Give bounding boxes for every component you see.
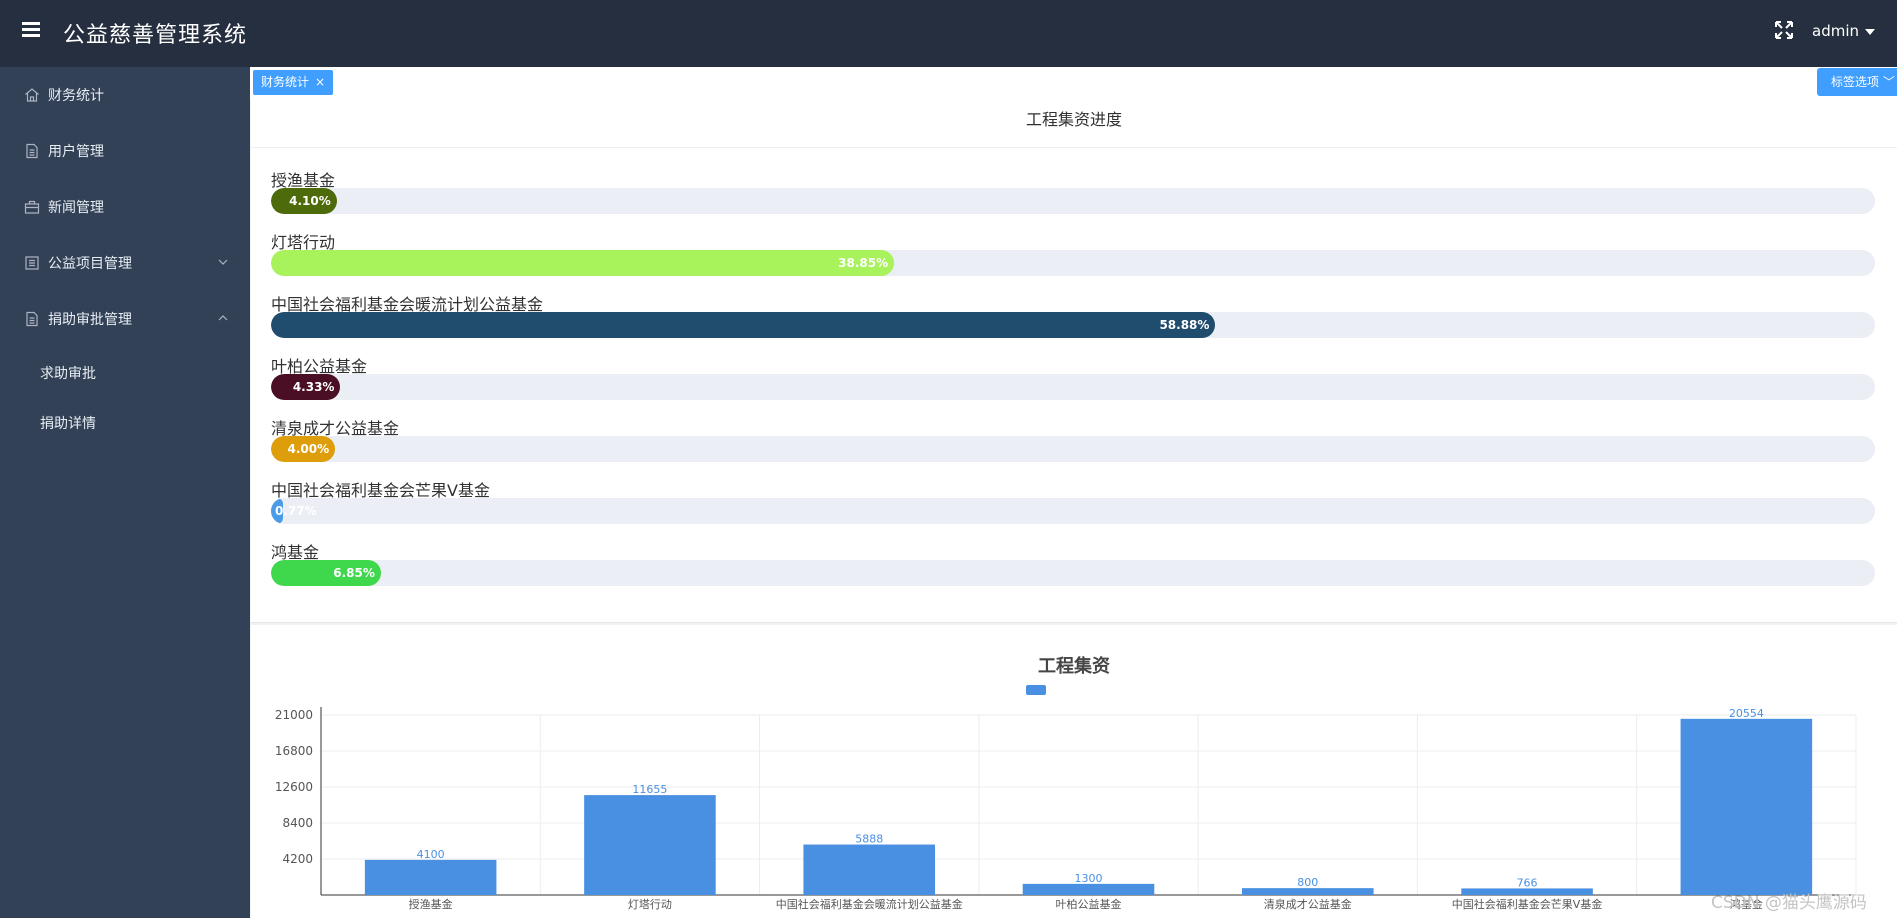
progress-fill: 4.00% [271, 436, 336, 462]
chevron-down-icon: ﹀ [1882, 75, 1895, 89]
progress-percent: 58.88% [1159, 318, 1210, 332]
tab-bar: 财务统计 × 标签选项 ﹀ [250, 67, 1897, 98]
bar-value-label: 1300 [1075, 872, 1103, 885]
bar-chart: 4200 8400 12600 16800 21000 4100 授渔基金 11655 灯塔行动… [275, 707, 1857, 911]
sidebar-item-label: 捐助审批管理 [48, 312, 132, 328]
bar[interactable] [1680, 718, 1813, 895]
progress-track: 6.85% [271, 560, 1875, 586]
progress-percent: 4.00% [287, 442, 330, 456]
tab-label: 财务统计 [261, 75, 310, 89]
sidebar-item-label: 新闻管理 [48, 200, 104, 216]
sidebar-item-label: 公益项目管理 [48, 256, 132, 272]
progress-percent: 4.33% [292, 380, 335, 394]
sidebar-item-finance-stats[interactable]: 财务统计 [0, 67, 250, 123]
progress-fill: 6.85% [271, 560, 381, 586]
fullscreen-icon[interactable] [1775, 21, 1793, 39]
y-tick-label: 21000 [275, 708, 313, 722]
progress-fill: 4.10% [271, 188, 337, 214]
chart-title: 工程集资 [1038, 656, 1110, 677]
progress-percent: 0.77% [275, 504, 317, 518]
progress-name: 鸿基金 [271, 543, 320, 562]
x-tick-label: 鸿基金 [1730, 897, 1763, 911]
bar-value-label: 4100 [417, 848, 445, 861]
list-icon [25, 256, 39, 270]
progress-track: 4.33% [271, 374, 1875, 400]
document-icon [26, 311, 38, 327]
progress-fill: 38.85% [271, 250, 895, 276]
sidebar-item-user-management[interactable]: 用户管理 [0, 123, 250, 179]
x-tick-label: 清泉成才公益基金 [1264, 897, 1352, 911]
x-tick-label: 中国社会福利基金会芒果V基金 [1452, 897, 1603, 911]
x-tick-label: 中国社会福利基金会暖流计划公益基金 [776, 897, 963, 911]
bar[interactable] [1242, 888, 1374, 895]
caret-down-icon [1865, 28, 1875, 35]
tab-options-label: 标签选项 [1831, 75, 1880, 89]
progress-name: 授渔基金 [271, 171, 336, 190]
x-tick-label: 灯塔行动 [628, 898, 672, 911]
watermark: CSDN @猫头鹰源码 [1711, 893, 1867, 913]
progress-name: 中国社会福利基金会芒果V基金 [271, 481, 490, 500]
progress-track: 0.77% [271, 498, 1875, 524]
sidebar-item-project-management[interactable]: 公益项目管理 [0, 235, 250, 291]
progress-fill: 0.77% [271, 498, 317, 524]
progress-name: 中国社会福利基金会暖流计划公益基金 [271, 295, 544, 314]
app-title: 公益慈善管理系统 [63, 23, 248, 48]
home-icon [25, 88, 39, 102]
sidebar-subitem-help-approval[interactable]: 求助审批 [0, 347, 250, 397]
progress-track: 38.85% [271, 250, 1875, 276]
top-header: 公益慈善管理系统 admin [0, 0, 1897, 67]
bar-value-label: 11655 [632, 783, 667, 796]
x-tick-label: 叶柏公益基金 [1056, 897, 1122, 911]
y-tick-label: 16800 [275, 744, 313, 758]
x-tick-label: 授渔基金 [409, 897, 453, 911]
progress-name: 灯塔行动 [271, 233, 336, 252]
bar-value-label: 800 [1297, 876, 1318, 889]
bar[interactable] [803, 844, 935, 895]
progress-percent: 6.85% [333, 566, 375, 580]
y-tick-label: 4200 [282, 852, 313, 866]
card-title: 工程集资进度 [251, 98, 1897, 148]
sidebar-item-donation-approval[interactable]: 捐助审批管理 [0, 291, 250, 347]
bar[interactable] [364, 859, 497, 895]
progress-fill: 58.88% [271, 312, 1216, 338]
sidebar-subitem-label: 捐助详情 [40, 416, 96, 432]
sidebar: 财务统计 用户管理 新闻管理 公益项目管理 捐助审批管理 求助审批 捐助详情 [0, 67, 250, 918]
progress-name: 叶柏公益基金 [271, 357, 368, 376]
funding-chart-card: 工程集资 4200 8400 12600 16800 21000 4100 授渔基金 1165… [251, 625, 1897, 918]
y-tick-label: 12600 [275, 780, 313, 794]
y-tick-label: 8400 [282, 816, 313, 830]
chevron-up-icon [218, 315, 228, 321]
funding-progress-card: 工程集资进度 授渔基金 4.10% 灯塔行动 38.85% 中国社会福利基金会暖流计划公… [251, 98, 1897, 623]
bar[interactable] [584, 795, 716, 895]
tab-finance-stats[interactable]: 财务统计 × [253, 70, 334, 95]
sidebar-subitem-label: 求助审批 [40, 366, 96, 382]
sidebar-item-label: 财务统计 [48, 88, 104, 104]
bar-value-label: 20554 [1729, 707, 1764, 720]
progress-percent: 38.85% [838, 256, 889, 270]
document-icon [26, 143, 38, 159]
bar-value-label: 766 [1517, 876, 1538, 889]
tab-options-button[interactable]: 标签选项 ﹀ [1817, 68, 1897, 96]
legend-swatch[interactable] [1026, 685, 1046, 695]
chevron-down-icon [218, 259, 228, 265]
hamburger-menu-icon[interactable] [22, 21, 40, 37]
user-dropdown[interactable]: admin [1812, 22, 1875, 40]
sidebar-item-news-management[interactable]: 新闻管理 [0, 179, 250, 235]
progress-track: 58.88% [271, 312, 1875, 338]
bar[interactable] [1022, 883, 1155, 895]
progress-track: 4.00% [271, 436, 1875, 462]
progress-fill: 4.33% [271, 374, 341, 400]
progress-track: 4.10% [271, 188, 1875, 214]
bar-value-label: 5888 [855, 833, 883, 846]
briefcase-icon [24, 200, 40, 214]
sidebar-item-label: 用户管理 [48, 144, 104, 160]
progress-percent: 4.10% [289, 194, 331, 208]
sidebar-subitem-donation-details[interactable]: 捐助详情 [0, 397, 250, 447]
bar[interactable] [1461, 888, 1593, 895]
user-name: admin [1812, 22, 1859, 40]
progress-name: 清泉成才公益基金 [271, 419, 400, 438]
close-icon[interactable]: × [315, 75, 326, 89]
